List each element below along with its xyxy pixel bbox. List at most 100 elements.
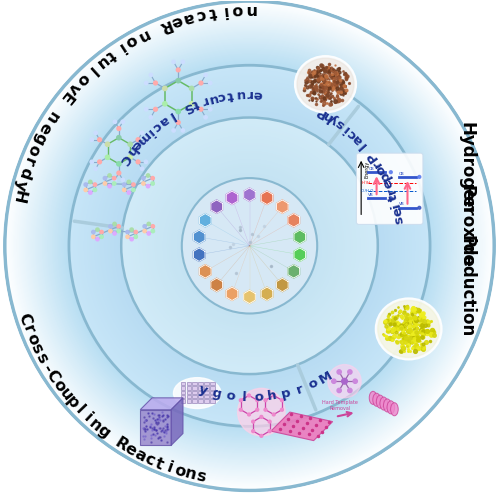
Circle shape — [134, 235, 137, 238]
Circle shape — [168, 164, 331, 328]
Circle shape — [137, 134, 362, 358]
Circle shape — [160, 156, 339, 336]
Circle shape — [92, 235, 95, 238]
Ellipse shape — [294, 56, 356, 113]
Circle shape — [117, 136, 121, 140]
Circle shape — [78, 75, 421, 417]
Text: n: n — [42, 108, 61, 126]
Circle shape — [204, 116, 207, 119]
Circle shape — [5, 1, 494, 490]
Circle shape — [142, 176, 145, 180]
Text: r: r — [20, 322, 36, 336]
Bar — [199, 400, 203, 402]
Text: l: l — [242, 391, 247, 404]
Circle shape — [43, 40, 456, 452]
Text: p: p — [280, 386, 292, 401]
Circle shape — [199, 108, 203, 111]
Circle shape — [348, 388, 352, 392]
Text: o: o — [23, 331, 41, 347]
FancyBboxPatch shape — [356, 153, 423, 224]
Circle shape — [141, 138, 358, 354]
Circle shape — [142, 182, 145, 185]
Circle shape — [96, 238, 99, 241]
Text: u: u — [56, 385, 75, 404]
Bar — [181, 382, 185, 386]
Circle shape — [140, 131, 144, 134]
Text: s: s — [33, 350, 50, 366]
Circle shape — [256, 408, 258, 411]
Circle shape — [154, 81, 157, 85]
Text: i: i — [340, 122, 352, 135]
Text: o: o — [49, 376, 68, 394]
Text: e: e — [252, 87, 262, 101]
Text: e: e — [122, 441, 139, 459]
Circle shape — [102, 98, 397, 394]
Text: g: g — [29, 130, 48, 147]
Circle shape — [280, 408, 283, 411]
Text: o: o — [373, 162, 389, 176]
Text: h: h — [122, 144, 138, 159]
Text: o: o — [306, 376, 320, 392]
Polygon shape — [140, 410, 171, 446]
Polygon shape — [226, 287, 238, 300]
Circle shape — [105, 102, 394, 390]
Circle shape — [143, 224, 146, 228]
Text: s: s — [333, 116, 347, 132]
Ellipse shape — [418, 206, 421, 209]
Text: r: r — [245, 87, 252, 101]
Circle shape — [51, 47, 448, 444]
Ellipse shape — [378, 300, 440, 358]
Circle shape — [251, 430, 254, 432]
Circle shape — [41, 38, 458, 454]
Ellipse shape — [389, 170, 392, 173]
Bar — [199, 390, 203, 394]
Circle shape — [8, 4, 491, 488]
Circle shape — [100, 96, 399, 395]
Circle shape — [14, 10, 485, 481]
Circle shape — [77, 73, 422, 418]
Circle shape — [48, 45, 451, 446]
Circle shape — [337, 370, 341, 374]
Text: u: u — [234, 88, 245, 101]
Circle shape — [15, 12, 484, 480]
Circle shape — [190, 102, 194, 106]
Bar — [205, 395, 209, 398]
Circle shape — [209, 108, 212, 111]
Circle shape — [74, 70, 425, 421]
Circle shape — [103, 176, 107, 180]
Circle shape — [146, 174, 150, 177]
Text: VB: VB — [399, 202, 405, 206]
Text: c: c — [345, 126, 359, 141]
Circle shape — [348, 370, 352, 374]
Circle shape — [148, 144, 351, 348]
Circle shape — [280, 399, 283, 402]
Polygon shape — [261, 287, 273, 300]
Circle shape — [176, 110, 180, 114]
Circle shape — [151, 224, 155, 228]
Circle shape — [172, 168, 327, 324]
Circle shape — [103, 182, 107, 185]
Circle shape — [92, 88, 407, 404]
Circle shape — [238, 388, 285, 436]
Text: Peroxide: Peroxide — [458, 186, 476, 268]
Circle shape — [119, 115, 380, 376]
Circle shape — [10, 6, 489, 485]
Text: i: i — [389, 200, 403, 208]
Text: t: t — [153, 456, 166, 472]
Circle shape — [65, 61, 434, 430]
Circle shape — [127, 180, 130, 184]
Circle shape — [240, 408, 242, 411]
Circle shape — [100, 230, 103, 234]
Circle shape — [12, 8, 487, 483]
Circle shape — [248, 394, 250, 397]
Text: u: u — [207, 91, 219, 106]
Circle shape — [152, 148, 347, 344]
Circle shape — [272, 394, 275, 397]
Circle shape — [87, 84, 412, 408]
Circle shape — [120, 116, 379, 375]
Circle shape — [128, 155, 132, 160]
Text: e: e — [35, 119, 54, 136]
Bar — [205, 382, 209, 386]
Text: n: n — [183, 466, 197, 483]
Bar — [187, 382, 191, 386]
